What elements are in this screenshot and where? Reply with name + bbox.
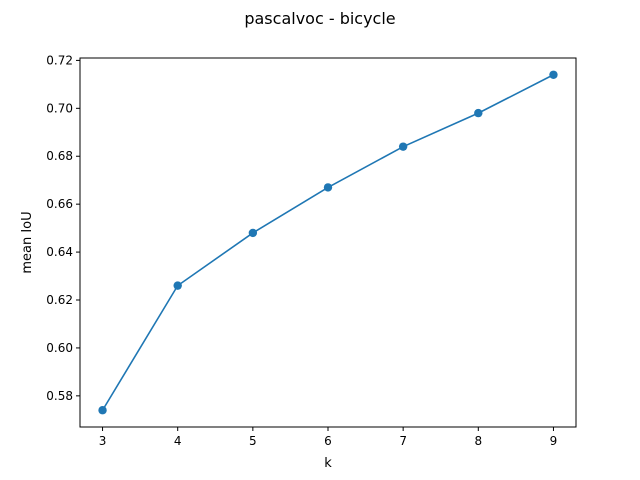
y-tick-label: 0.58	[46, 389, 73, 403]
x-tick-label: 7	[399, 434, 407, 448]
data-point	[98, 406, 107, 415]
x-tick-label: 5	[249, 434, 257, 448]
data-point	[323, 183, 333, 192]
x-tick-label: 3	[99, 434, 107, 448]
y-tick-label: 0.60	[46, 341, 73, 355]
data-point	[398, 142, 408, 151]
y-tick-label: 0.62	[46, 293, 73, 307]
y-tick-label: 0.72	[46, 53, 73, 67]
data-point	[248, 228, 258, 238]
x-tick-label: 9	[550, 434, 558, 448]
y-tick-label: 0.64	[46, 245, 73, 259]
data-point	[474, 108, 483, 118]
data-point	[549, 70, 558, 79]
x-tick-label: 4	[174, 434, 182, 448]
y-tick-label: 0.70	[46, 101, 73, 115]
y-axis-label: mean IoU	[20, 211, 35, 273]
x-axis-label: k	[324, 456, 332, 471]
data-point	[173, 281, 182, 290]
x-tick-label: 6	[324, 434, 332, 448]
x-tick-label: 8	[474, 434, 482, 448]
y-tick-label: 0.66	[46, 197, 73, 211]
y-tick-label: 0.68	[46, 149, 73, 163]
chart-title: pascalvoc - bicycle	[244, 9, 395, 28]
